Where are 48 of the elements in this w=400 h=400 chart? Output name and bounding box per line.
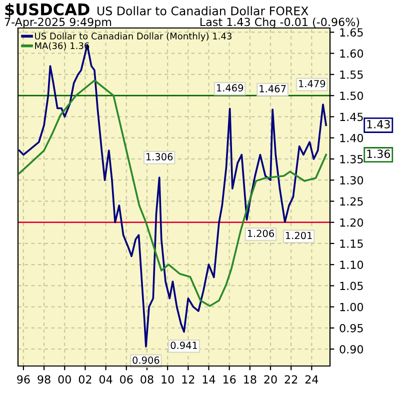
- legend-label: US Dollar to Canadian Dollar (Monthly) 1.43: [35, 32, 232, 42]
- text: 1.43: [367, 120, 390, 128]
- x-tick-label: 96: [17, 375, 30, 384]
- annotation: 0.906: [132, 356, 160, 364]
- x-tick-label: 12: [182, 375, 194, 384]
- annotation: 1.201: [286, 232, 312, 240]
- y-tick-label: 1.25: [340, 197, 363, 206]
- x-tick-label: 10: [162, 375, 174, 384]
- y-tick-label: 1.40: [340, 134, 364, 142]
- x-tick-label: 22: [284, 375, 298, 384]
- x-tick-label: 14: [202, 375, 216, 384]
- annotation: 0.941: [170, 342, 198, 350]
- y-tick-label: 1.35: [340, 154, 363, 164]
- y-tick-label: 1.10: [340, 260, 364, 269]
- y-tick-label: 0.90: [340, 345, 364, 354]
- x-tick-label: 02: [78, 375, 92, 384]
- chart-title: $USDCAD: [5, 3, 90, 18]
- annotation: 1.306: [146, 153, 173, 160]
- x-tick-label: 16: [223, 375, 236, 384]
- annotation: 1.479: [299, 80, 326, 88]
- line-series: [18, 79, 327, 307]
- x-tick-label: 00: [58, 375, 71, 384]
- y-tick-label: 1.45: [340, 112, 363, 122]
- x-tick-label: 24: [305, 375, 318, 384]
- y-tick-label: 1.05: [340, 282, 363, 290]
- x-tick-label: 04: [99, 375, 112, 384]
- x-tick-label: 06: [120, 375, 133, 384]
- annotation: Last 1.43 Chg -0.01 (-0.96%): [200, 18, 360, 28]
- y-tick-label: 1.60: [340, 49, 364, 58]
- x-tick-label: 18: [244, 375, 256, 384]
- y-tick-label: 1.15: [340, 240, 363, 248]
- chart-subtitle: US Dollar to Canadian Dollar FOREX: [98, 6, 308, 16]
- y-tick-label: 1.20: [340, 218, 364, 227]
- x-tick-label: 20: [264, 375, 277, 384]
- y-tick-label: 0.95: [340, 324, 363, 332]
- annotation: 1.467: [260, 85, 286, 92]
- y-tick-label: 1.50: [340, 92, 364, 100]
- text: 1.36: [367, 150, 390, 158]
- annotation: 7-Apr-2025 9:49pm: [4, 18, 112, 28]
- line-series: [18, 44, 327, 348]
- x-tick-label: 08: [140, 375, 154, 384]
- y-tick-label: 1.55: [340, 70, 363, 79]
- y-tick-label: 1.00: [340, 302, 364, 312]
- annotation: 1.206: [248, 230, 274, 238]
- y-tick-label: 1.30: [340, 176, 364, 184]
- x-tick-label: 98: [38, 375, 50, 384]
- annotation: 1.469: [216, 84, 244, 92]
- y-tick-label: 1.65: [340, 28, 363, 37]
